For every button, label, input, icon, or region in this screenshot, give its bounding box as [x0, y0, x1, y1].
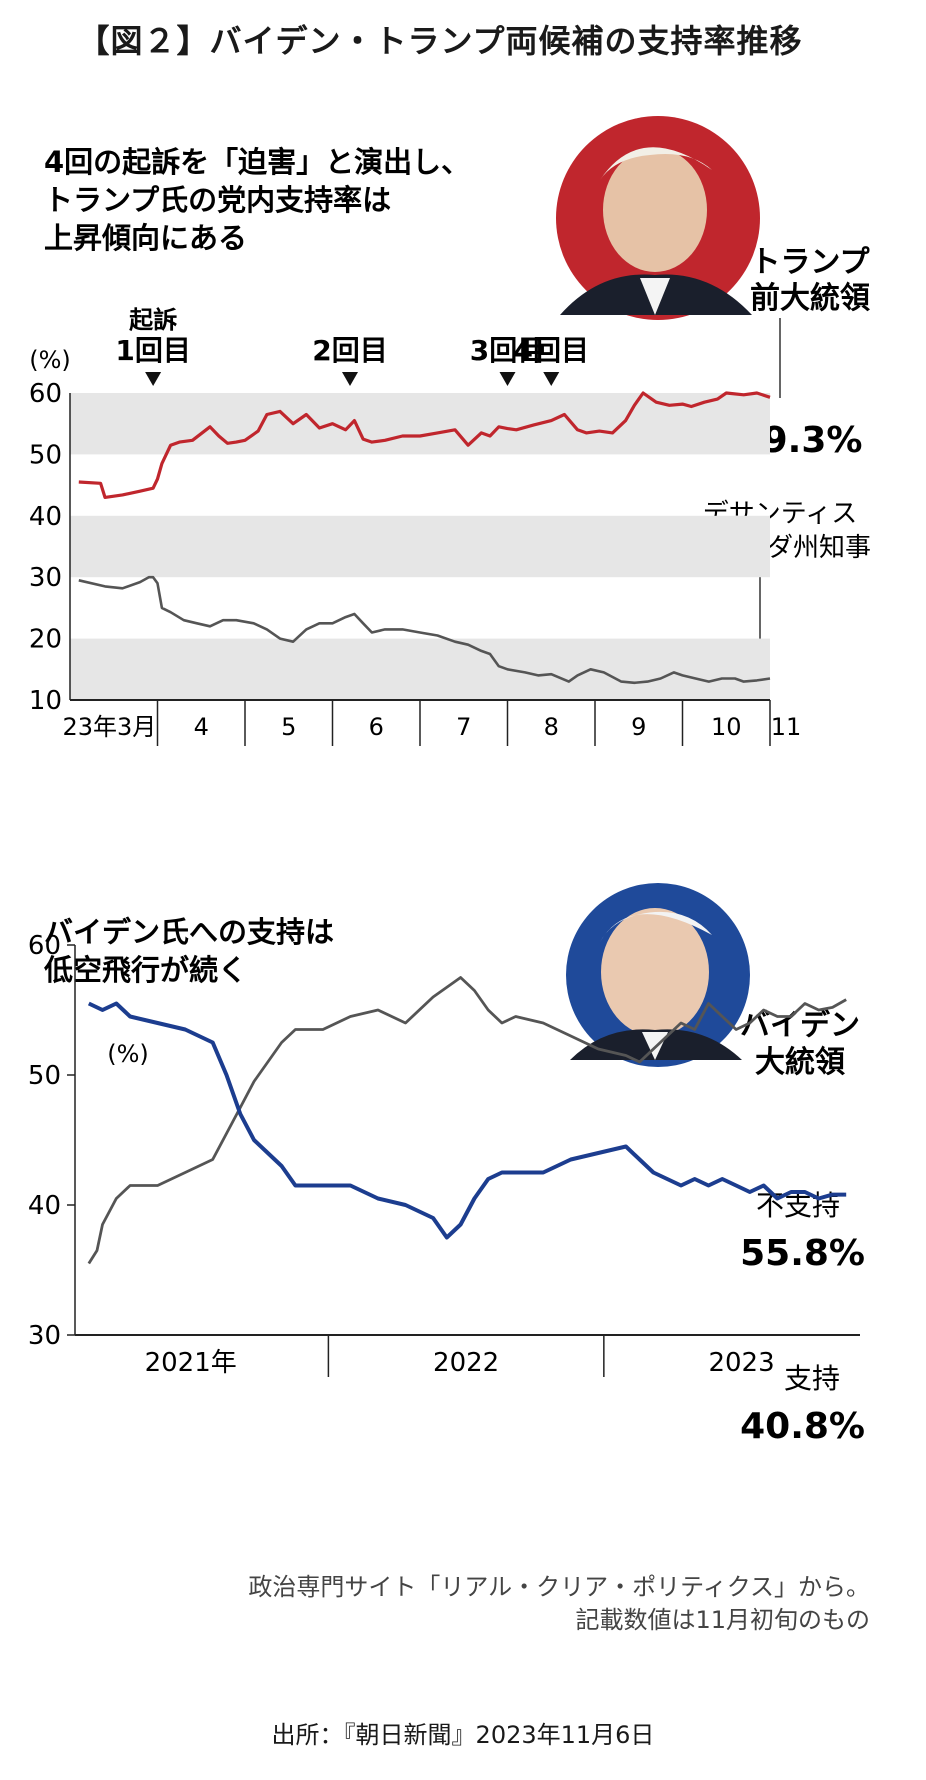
chart1-lines — [78, 391, 771, 685]
chart2-axes: 30 40 50 60 2021年 2022 2023 — [28, 931, 860, 1378]
chart2-x-tick-label: 2021年 — [145, 1348, 237, 1378]
chart2-x-tick-label: 2022 — [433, 1348, 499, 1378]
disapprove-line — [87, 976, 847, 1265]
chart2-x-tick-label: 2023 — [708, 1348, 774, 1378]
approve-end-value: 40.8% — [740, 1406, 865, 1447]
desantis-support-line — [78, 575, 771, 685]
figure-title: 【図２】バイデン・トランプ両候補の支持率推移 — [77, 22, 803, 60]
chart1-y-unit: (%) — [29, 346, 71, 374]
chart1-x-tick-label: 4 — [194, 713, 209, 741]
chart1-x-tick-label: 7 — [456, 713, 471, 741]
chart1-y-tick-label: 30 — [29, 563, 62, 593]
approve-line — [87, 1001, 847, 1240]
trump-photo — [556, 116, 760, 320]
indictment-label: 4回目 — [514, 334, 589, 367]
chart1-title-line-2: トランプ氏の党内支持率は — [44, 183, 391, 217]
chart2-lines — [87, 976, 847, 1265]
chart1-y-tick-label: 20 — [29, 625, 62, 655]
chart1-x-axis: 23年3月 4 5 6 7 8 9 10 11 — [62, 699, 802, 746]
chart1-x-tick-label: 10 — [711, 713, 742, 741]
trump-series-label-line-2: 前大統領 — [750, 281, 870, 316]
trump-series-label-line-1: トランプ — [750, 245, 870, 280]
indictment-marker — [499, 372, 516, 386]
chart1-band-2 — [70, 393, 770, 455]
disapprove-end-value: 55.8% — [740, 1233, 865, 1274]
indictment-heading: 起訴 — [128, 306, 177, 334]
chart1-band-1 — [70, 515, 770, 578]
approve-series-label: 支持 — [784, 1362, 840, 1395]
biden-label-line-2: 大統領 — [755, 1045, 845, 1080]
chart1-y-tick-label: 60 — [29, 379, 62, 409]
chart1-y-tick-label: 10 — [29, 686, 62, 716]
biden-label-line-1: バイデン — [740, 1008, 860, 1043]
trump-support-line — [78, 391, 771, 499]
indictment-marker — [543, 372, 560, 386]
indictment-marker — [342, 372, 358, 386]
note-line-1: 政治専門サイト「リアル・クリア・ポリティクス」から。 — [248, 1573, 870, 1601]
chart1-x-tick-label: 11 — [771, 713, 802, 741]
chart1-bands — [70, 393, 770, 700]
chart1-x-tick-label: 5 — [281, 713, 296, 741]
chart2-y-tick-label: 50 — [28, 1061, 61, 1091]
chart1-x-tick-label: 9 — [631, 713, 646, 741]
indictment-label: 3回目 — [470, 334, 545, 367]
chart2-title-line-2: 低空飛行が続く — [43, 953, 247, 987]
biden-approval-chart: バイデン氏への支持は 低空飛行が続く バイデン 大統領 (%) 不支持 55.8… — [28, 883, 870, 1634]
biden-photo — [566, 883, 750, 1067]
trump-desantis-chart: 4回の起訴を「迫害」と演出し、 トランプ氏の党内支持率は 上昇傾向にある トラン… — [29, 116, 871, 746]
chart1-x-tick-label: 8 — [544, 713, 559, 741]
note-line-2: 記載数値は11月初旬のもの — [575, 1606, 870, 1634]
indictment-label: 1回目 — [115, 334, 190, 367]
chart1-x-tick-label: 6 — [369, 713, 384, 741]
chart2-y-tick-label: 60 — [28, 931, 61, 961]
chart1-title-line-1: 4回の起訴を「迫害」と演出し、 — [44, 145, 470, 179]
chart2-y-tick-label: 40 — [28, 1191, 61, 1221]
chart1-y-tick-label: 40 — [29, 502, 62, 532]
chart2-y-unit: (%) — [107, 1040, 149, 1068]
chart1-title-line-3: 上昇傾向にある — [44, 221, 247, 255]
chart1-y-ticks: 10 20 30 40 50 60 — [29, 379, 71, 716]
chart1-band-0 — [70, 638, 770, 700]
chart1-y-tick-label: 50 — [29, 440, 62, 470]
source-citation: 出所：『朝日新聞』2023年11月6日 — [271, 1721, 655, 1749]
chart2-y-tick-label: 30 — [28, 1321, 61, 1351]
chart2-title-line-1: バイデン氏への支持は — [44, 915, 334, 949]
indictment-marker — [145, 372, 162, 386]
chart1-x-tick-label: 23年3月 — [62, 713, 156, 741]
indictment-label: 2回目 — [312, 334, 387, 367]
